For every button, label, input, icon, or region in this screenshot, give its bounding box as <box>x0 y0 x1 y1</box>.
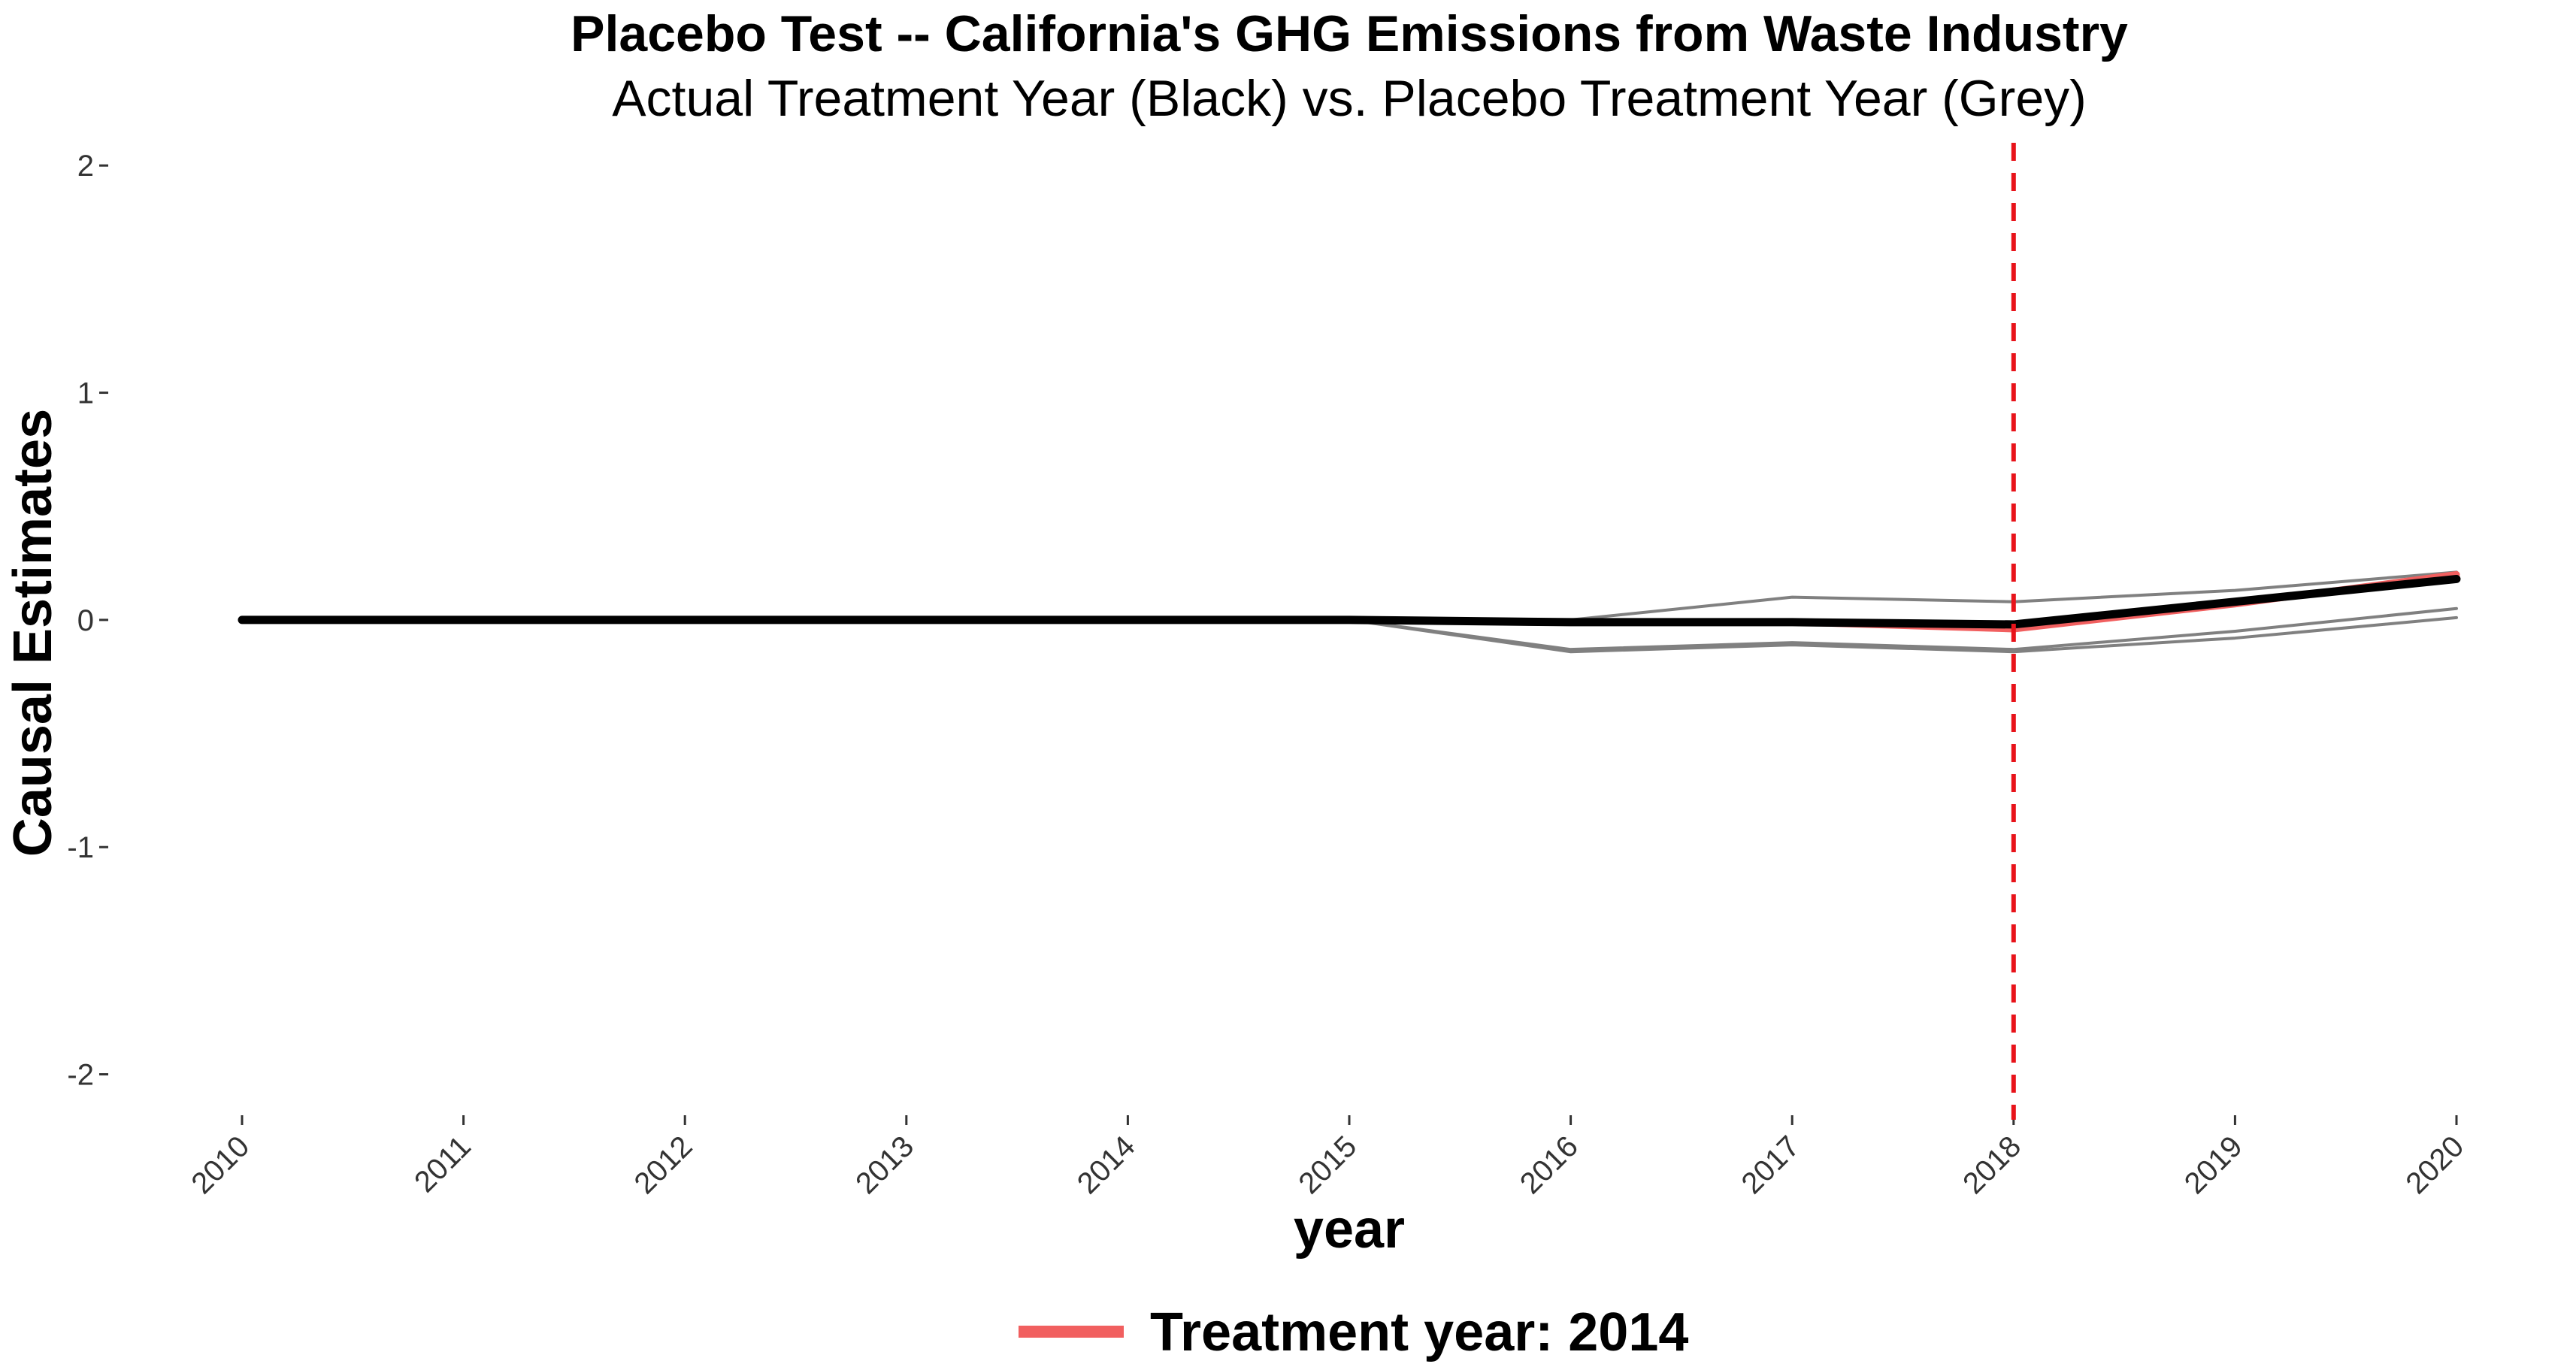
chart-subtitle: Actual Treatment Year (Black) vs. Placeb… <box>612 70 2087 127</box>
y-axis-title: Causal Estimates <box>3 409 63 857</box>
legend: Treatment year: 2014 <box>1019 1302 1688 1362</box>
x-tick-label: 2016 <box>1514 1130 1585 1200</box>
x-axis: 2010 2011 2012 2013 2014 2015 2016 2017 2018 2019… <box>185 1115 2470 1200</box>
x-tick-label: 2019 <box>2178 1130 2249 1200</box>
y-tick-label: 2 <box>77 150 94 183</box>
x-tick-label: 2012 <box>628 1130 699 1200</box>
y-axis: -2 -1 0 1 2 <box>67 150 108 1092</box>
chart-title: Placebo Test -- California's GHG Emissio… <box>571 5 2128 62</box>
series-line-actual <box>238 574 2461 629</box>
y-tick-label: -2 <box>67 1059 94 1092</box>
x-tick-label: 2011 <box>408 1130 477 1199</box>
legend-label: Treatment year: 2014 <box>1150 1302 1688 1362</box>
x-tick-label: 2020 <box>2399 1130 2470 1200</box>
x-tick-label: 2017 <box>1736 1130 1806 1200</box>
x-tick-label: 2013 <box>849 1130 920 1200</box>
y-tick-label: -1 <box>67 831 94 864</box>
x-axis-title: year <box>1294 1199 1405 1260</box>
x-tick-label: 2015 <box>1292 1130 1363 1200</box>
y-tick-label: 0 <box>77 604 94 637</box>
series-layer <box>238 570 2461 654</box>
x-tick-label: 2010 <box>185 1130 256 1200</box>
x-tick-label: 2014 <box>1071 1130 1142 1200</box>
x-tick-label: 2018 <box>1957 1130 2027 1200</box>
y-tick-label: 1 <box>77 377 94 410</box>
